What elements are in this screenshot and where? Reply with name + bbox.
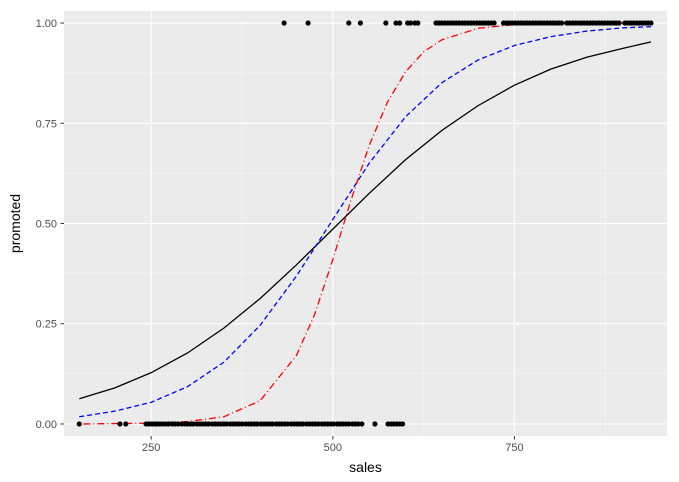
point-promoted-0 bbox=[175, 421, 181, 427]
x-tick-label: 250 bbox=[142, 442, 160, 454]
point-promoted-0 bbox=[300, 421, 306, 427]
point-promoted-1 bbox=[393, 20, 399, 26]
point-promoted-1 bbox=[397, 20, 403, 26]
point-promoted-1 bbox=[357, 20, 364, 26]
point-promoted-1 bbox=[346, 20, 352, 26]
point-promoted-0 bbox=[254, 421, 260, 427]
y-tick-label: 0.75 bbox=[36, 118, 57, 130]
x-tick-label: 500 bbox=[324, 442, 342, 454]
point-promoted-1 bbox=[491, 20, 497, 26]
point-promoted-0 bbox=[123, 421, 129, 427]
y-tick-label: 0.50 bbox=[36, 219, 57, 231]
point-promoted-0 bbox=[346, 421, 352, 427]
point-promoted-0 bbox=[355, 421, 361, 427]
x-tick-label: 750 bbox=[505, 442, 523, 454]
point-promoted-1 bbox=[648, 20, 654, 26]
point-promoted-1 bbox=[305, 20, 311, 26]
point-promoted-0 bbox=[315, 421, 321, 427]
y-tick-label: 0.25 bbox=[36, 319, 57, 331]
curve-solid bbox=[79, 41, 652, 400]
point-promoted-1 bbox=[415, 20, 421, 26]
point-promoted-0 bbox=[190, 421, 196, 427]
point-promoted-0 bbox=[330, 421, 337, 427]
y-tick-label: 0.00 bbox=[36, 419, 57, 431]
data-points bbox=[76, 20, 654, 427]
point-promoted-1 bbox=[281, 20, 287, 26]
point-promoted-0 bbox=[269, 421, 276, 427]
axis-ticks bbox=[60, 22, 515, 440]
point-promoted-0 bbox=[399, 421, 406, 427]
y-tick-labels: 0.00 0.25 0.50 0.75 1.00 bbox=[36, 18, 57, 431]
y-axis-title: promoted bbox=[7, 194, 23, 253]
point-promoted-0 bbox=[117, 421, 123, 427]
point-promoted-0 bbox=[239, 421, 245, 427]
point-promoted-0 bbox=[76, 421, 82, 427]
point-promoted-0 bbox=[224, 421, 230, 427]
point-promoted-0 bbox=[166, 421, 172, 427]
point-promoted-1 bbox=[559, 20, 565, 26]
x-axis-title: sales bbox=[349, 459, 382, 475]
point-promoted-1 bbox=[383, 20, 389, 26]
point-promoted-1 bbox=[407, 20, 414, 26]
point-promoted-0 bbox=[285, 421, 291, 427]
point-promoted-1 bbox=[616, 20, 622, 26]
point-promoted-0 bbox=[372, 421, 378, 427]
point-promoted-0 bbox=[359, 421, 365, 427]
x-tick-labels: 250 500 750 bbox=[142, 442, 524, 454]
y-tick-label: 1.00 bbox=[36, 18, 57, 30]
curve-dashed bbox=[79, 25, 652, 418]
point-promoted-0 bbox=[205, 421, 212, 427]
